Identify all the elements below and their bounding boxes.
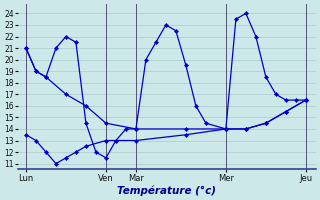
- X-axis label: Température (°c): Température (°c): [117, 185, 216, 196]
